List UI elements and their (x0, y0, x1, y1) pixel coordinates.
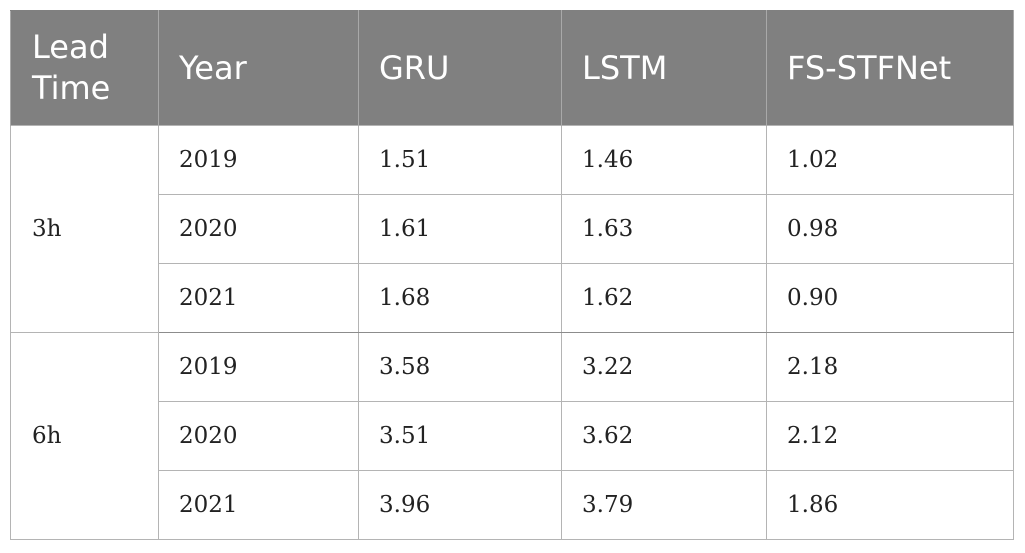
year-cell: 2021 (158, 263, 359, 333)
lstm-cell: 1.46 (561, 125, 767, 195)
lstm-cell: 1.63 (561, 194, 767, 264)
lstm-cell: 3.62 (561, 401, 767, 471)
header-lstm: LSTM (561, 10, 767, 126)
year-cell: 2020 (158, 194, 359, 264)
gru-cell: 3.58 (358, 332, 562, 402)
table-row: 2020 3.51 3.62 2.12 (11, 401, 1014, 471)
fs-stfnet-cell: 1.02 (766, 125, 1014, 195)
gru-cell: 3.96 (358, 470, 562, 540)
table-row: 2021 1.68 1.62 0.90 (11, 263, 1014, 333)
results-table: Lead Time Year GRU LSTM FS-STFNet 3h 201… (10, 10, 1014, 540)
fs-stfnet-cell: 2.18 (766, 332, 1014, 402)
header-row: Lead Time Year GRU LSTM FS-STFNet (10, 10, 1014, 126)
year-cell: 2020 (158, 401, 359, 471)
header-year: Year (158, 10, 359, 126)
year-cell: 2019 (158, 125, 359, 195)
gru-cell: 3.51 (358, 401, 562, 471)
gru-cell: 1.68 (358, 263, 562, 333)
lead-time-cell: 3h (10, 125, 159, 333)
fs-stfnet-cell: 1.86 (766, 470, 1014, 540)
table-row: 3h 2019 1.51 1.46 1.02 (10, 125, 1014, 333)
lead-time-cell: 6h (10, 332, 159, 540)
gru-cell: 1.51 (358, 125, 562, 195)
table-header: Lead Time Year GRU LSTM FS-STFNet (10, 10, 1014, 126)
lstm-cell: 3.79 (561, 470, 767, 540)
table-row: 2020 1.61 1.63 0.98 (11, 194, 1014, 264)
table-row: 2021 3.96 3.79 1.86 (11, 470, 1014, 540)
table-body: 3h 2019 1.51 1.46 1.02 2020 1.61 1.63 0.… (10, 125, 1014, 540)
fs-stfnet-cell: 2.12 (766, 401, 1014, 471)
table-row: 6h 2019 3.58 3.22 2.18 (10, 332, 1014, 540)
year-cell: 2019 (158, 332, 359, 402)
gru-cell: 1.61 (358, 194, 562, 264)
lstm-cell: 3.22 (561, 332, 767, 402)
header-fs-stfnet: FS-STFNet (766, 10, 1014, 126)
fs-stfnet-cell: 0.90 (766, 263, 1014, 333)
year-cell: 2021 (158, 470, 359, 540)
header-lead-time: Lead Time (10, 10, 159, 126)
fs-stfnet-cell: 0.98 (766, 194, 1014, 264)
lstm-cell: 1.62 (561, 263, 767, 333)
header-gru: GRU (358, 10, 562, 126)
